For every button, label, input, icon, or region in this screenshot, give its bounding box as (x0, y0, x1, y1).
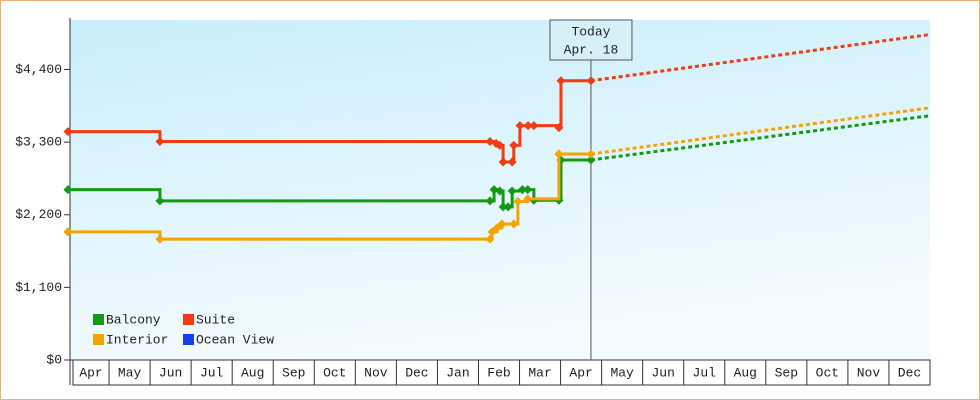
x-tick-label: Mar (528, 365, 551, 380)
x-tick-label: Apr (79, 365, 102, 380)
price-point (523, 194, 533, 204)
price-point (509, 219, 519, 229)
x-tick-label: Sep (775, 365, 798, 380)
forecast-line (590, 33, 931, 83)
price-point (155, 196, 165, 206)
x-tick-label: Apr (569, 365, 592, 380)
price-point (63, 227, 73, 237)
y-tick-label: $4,400 (15, 62, 62, 77)
price-point (556, 76, 566, 86)
legend-swatch (183, 334, 194, 345)
x-axis-band (72, 359, 931, 386)
price-point (513, 197, 523, 207)
price-point (529, 121, 539, 131)
x-tick-label: Dec (405, 365, 428, 380)
y-tick-label: $0 (46, 352, 62, 367)
legend-label: Interior (106, 332, 168, 347)
x-tick-label: Oct (323, 365, 346, 380)
x-tick-label: Jul (200, 365, 224, 380)
x-tick-label: Jan (446, 365, 469, 380)
x-tick-label: Aug (241, 365, 264, 380)
legend-label: Suite (196, 312, 235, 327)
price-point (509, 140, 519, 150)
price-point (517, 185, 527, 195)
x-tick-label: Nov (857, 365, 881, 380)
price-point (497, 219, 507, 229)
price-point (503, 202, 513, 212)
legend-label: Ocean View (196, 332, 274, 347)
price-point (485, 234, 495, 244)
price-point (554, 123, 564, 133)
price-point (515, 121, 525, 131)
x-tick-label: Jun (651, 365, 674, 380)
today-box (549, 19, 633, 61)
price-point (63, 127, 73, 137)
legend-swatch (93, 334, 104, 345)
x-tick-label: Aug (734, 365, 757, 380)
price-point (63, 185, 73, 195)
price-point (495, 140, 505, 150)
legend-swatch (183, 314, 194, 325)
x-tick-label: Jul (693, 365, 717, 380)
price-point (485, 196, 495, 206)
x-tick-label: Jun (159, 365, 182, 380)
price-point (495, 186, 505, 196)
x-tick-label: Oct (816, 365, 839, 380)
x-tick-label: Nov (364, 365, 388, 380)
y-tick-label: $1,100 (15, 280, 62, 295)
price-point (507, 157, 517, 167)
today-title: Today (571, 24, 610, 39)
forecast-line (590, 114, 931, 162)
x-tick-label: Sep (282, 365, 305, 380)
x-tick-label: Feb (487, 365, 510, 380)
legend-swatch (93, 314, 104, 325)
price-point (523, 185, 533, 195)
forecast-line (590, 106, 931, 156)
price-point (498, 202, 508, 212)
price-point (155, 234, 165, 244)
x-tick-label: May (610, 365, 634, 380)
price-point (155, 136, 165, 146)
price-point (498, 157, 508, 167)
price-point (523, 121, 533, 131)
y-tick-label: $3,300 (15, 135, 62, 150)
today-date: Apr. 18 (564, 42, 619, 57)
y-tick-label: $2,200 (15, 207, 62, 222)
x-tick-label: Dec (898, 365, 921, 380)
legend-label: Balcony (106, 312, 161, 327)
x-tick-label: May (118, 365, 142, 380)
price-point (554, 149, 564, 159)
price-point (507, 186, 517, 196)
